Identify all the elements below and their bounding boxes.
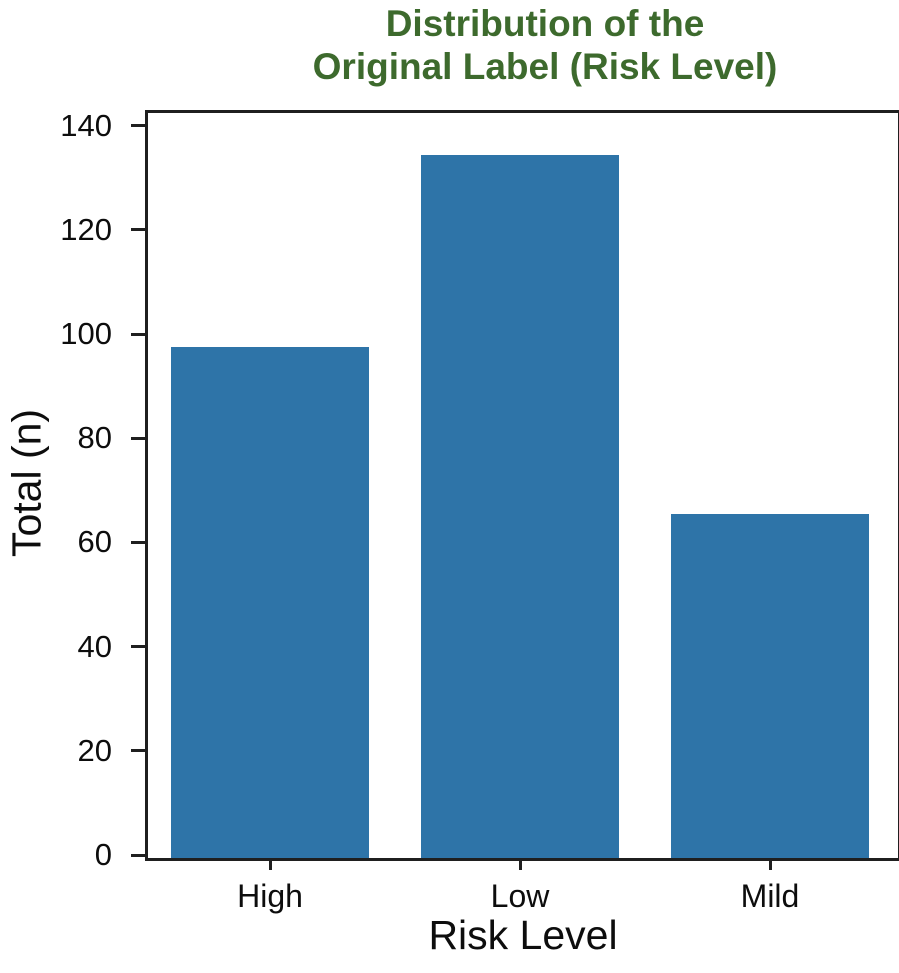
bar-high: [171, 347, 369, 858]
y-tick-mark: [131, 853, 145, 857]
x-category-label: Low: [490, 878, 550, 914]
y-tick-label: 140: [60, 107, 112, 143]
bar-mild: [671, 514, 869, 858]
y-tick-label: 120: [60, 211, 112, 247]
x-axis-label: Risk Level: [428, 912, 618, 958]
x-tick-mark: [768, 858, 772, 870]
plot-area: [145, 110, 899, 861]
x-category-label: High: [237, 878, 303, 914]
x-category-label: Mild: [740, 878, 800, 914]
y-tick-mark: [131, 645, 145, 649]
y-tick-mark: [131, 332, 145, 336]
bar-low: [421, 154, 619, 858]
y-tick-mark: [131, 436, 145, 440]
y-tick-label: 40: [77, 628, 112, 664]
x-tick-mark: [268, 858, 272, 870]
x-tick-mark: [518, 858, 522, 870]
chart-title-line-1: Distribution of the: [385, 3, 705, 44]
chart-title-line-2: Original Label (Risk Level): [312, 46, 778, 87]
y-tick-label: 20: [77, 732, 112, 768]
chart-title: Distribution of the Original Label (Risk…: [195, 2, 895, 88]
y-tick-label: 80: [77, 420, 112, 456]
y-tick-label: 0: [94, 837, 112, 872]
y-tick-label: 60: [77, 524, 112, 560]
y-tick-mark: [131, 540, 145, 544]
y-tick-mark: [131, 124, 145, 128]
y-tick-mark: [131, 749, 145, 753]
y-tick-mark: [131, 228, 145, 232]
y-tick-label: 100: [60, 316, 112, 352]
